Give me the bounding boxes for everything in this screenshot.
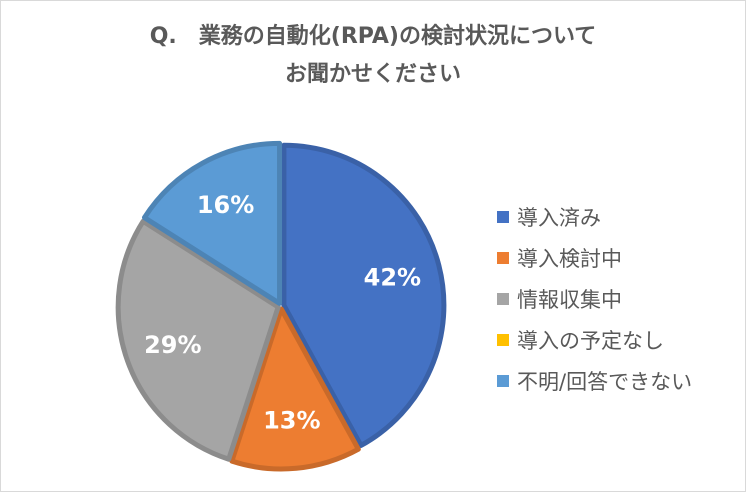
legend-swatch: [497, 374, 509, 387]
pie-slice-considering: [229, 306, 361, 472]
data-label-installed: 42%: [364, 263, 421, 291]
legend-label: 導入済み: [517, 205, 601, 230]
legend-item-gathering-info: 情報収集中: [497, 278, 692, 319]
pie-slice-gathering-info: [115, 218, 281, 462]
legend-swatch: [497, 210, 509, 223]
data-label-unknown: 16%: [197, 191, 254, 219]
legend-label: 導入検討中: [517, 246, 622, 271]
data-label-considering: 13%: [263, 406, 320, 434]
legend-swatch: [497, 292, 509, 305]
legend-item-no-plans: 導入の予定なし: [497, 319, 692, 360]
legend: 導入済み 導入検討中 情報収集中 導入の予定なし 不明/回答できない: [497, 196, 692, 401]
chart-title-line-1: Q. 業務の自動化(RPA)の検討状況について: [149, 24, 597, 49]
legend-item-installed: 導入済み: [497, 196, 692, 237]
chart-title-line-2: お聞かせください: [284, 62, 461, 87]
legend-item-unknown: 不明/回答できない: [497, 360, 692, 401]
legend-label: 導入の予定なし: [517, 328, 664, 353]
legend-item-considering: 導入検討中: [497, 237, 692, 278]
legend-swatch: [497, 251, 509, 264]
legend-swatch: [497, 333, 509, 346]
legend-label: 不明/回答できない: [517, 369, 693, 394]
legend-label: 情報収集中: [517, 287, 622, 312]
data-label-gathering-info: 29%: [144, 331, 201, 359]
chart-title: Q. 業務の自動化(RPA)の検討状況について お聞かせください: [0, 18, 746, 94]
pie-slice-unknown: [141, 140, 283, 306]
pie-slice-installed: [281, 142, 447, 448]
